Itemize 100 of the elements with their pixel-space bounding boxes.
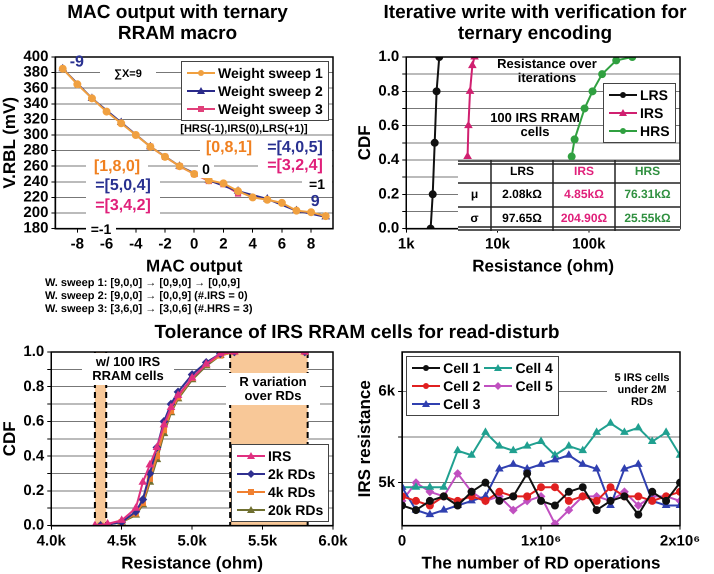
x-axis-title: The number of RD operations bbox=[422, 553, 661, 572]
x-tick-label: 0 bbox=[190, 236, 198, 253]
y-tick-label: 0.8 bbox=[378, 82, 400, 100]
x-tick-label: -8 bbox=[70, 236, 84, 253]
y-tick-label: 0.0 bbox=[23, 516, 44, 534]
y-tick-label: 240 bbox=[23, 172, 48, 190]
legend-label: LRS bbox=[640, 86, 668, 104]
y-tick-label: 280 bbox=[23, 142, 48, 159]
x-tick-label: 5.5k bbox=[248, 532, 278, 550]
legend-label: Cell 3 bbox=[443, 395, 480, 413]
legend-label: Cell 5 bbox=[515, 377, 553, 395]
annotation: LRS bbox=[509, 162, 535, 180]
annotation: μ bbox=[470, 186, 480, 204]
annotation: 100 IRS RRAM cells bbox=[489, 108, 581, 141]
annotation: σ bbox=[469, 210, 480, 228]
annotation: 4.85kΩ bbox=[563, 186, 605, 204]
legend-label: 4k RDs bbox=[268, 482, 316, 501]
annotation: 9 bbox=[310, 193, 320, 210]
x-tick-label: 4.0k bbox=[36, 532, 67, 550]
x-tick-label: 1x10⁶ bbox=[520, 532, 562, 550]
annotation: Resistance over iterations bbox=[496, 54, 598, 87]
legend-label: 2k RDs bbox=[268, 464, 316, 483]
chart-title: Tolerance of IRS RRAM cells for read-disturb bbox=[153, 322, 561, 343]
x-tick-label: 0 bbox=[398, 532, 406, 550]
y-tick-label: 360 bbox=[23, 79, 48, 96]
annotation: w/ 100 IRS RRAM cells bbox=[82, 353, 174, 385]
annotation: =[3,2,4] bbox=[258, 157, 332, 175]
annotation: =[4,0,5] bbox=[258, 139, 332, 157]
annotation: =[5,0,4] bbox=[86, 177, 160, 195]
y-tick-label: 0.4 bbox=[378, 151, 400, 168]
x-tick-label: 5.0k bbox=[178, 532, 208, 550]
legend-label: IRS bbox=[640, 104, 664, 122]
y-axis-title: CDF bbox=[0, 421, 19, 456]
annotation: [0,8,1] bbox=[200, 139, 258, 157]
legend-label: Cell 2 bbox=[443, 377, 480, 395]
legend-label: 20k RDs bbox=[268, 500, 324, 519]
annotation: ∑X=9 bbox=[100, 66, 156, 82]
x-tick-label: -6 bbox=[100, 236, 114, 253]
annotation: IRS bbox=[572, 162, 595, 180]
y-tick-label: 0.4 bbox=[23, 447, 45, 464]
x-axis-title: Resistance (ohm) bbox=[472, 256, 614, 276]
x-tick-label: 4 bbox=[248, 236, 258, 253]
annotation: 76.31kΩ bbox=[623, 186, 672, 204]
annotation: 25.55kΩ bbox=[623, 210, 672, 228]
annotation: 204.90Ω bbox=[560, 210, 608, 228]
legend-label: Weight sweep 1 bbox=[218, 64, 323, 82]
legend-label: HRS bbox=[640, 122, 670, 140]
text: W. sweep 3: [3,6,0] → [3,0,6] (#.HRS = 3) bbox=[45, 303, 254, 316]
annotation: 0 bbox=[198, 161, 214, 178]
y-tick-label: 0.2 bbox=[378, 185, 400, 202]
y-tick-label: 6k bbox=[378, 382, 396, 400]
y-tick-label: 5k bbox=[378, 474, 396, 491]
x-tick-label: 1k bbox=[398, 236, 416, 253]
chart-title: Iterative write with verification for ternary encoding bbox=[382, 2, 688, 44]
y-tick-label: 380 bbox=[23, 64, 48, 81]
y-tick-label: 0.6 bbox=[23, 412, 44, 430]
annotation: HRS bbox=[634, 162, 662, 180]
y-tick-label: 220 bbox=[23, 188, 48, 206]
y-tick-label: 200 bbox=[23, 204, 48, 222]
x-tick-label: 100k bbox=[572, 236, 606, 253]
legend-label: Cell 4 bbox=[515, 359, 553, 377]
annotation: -9 bbox=[70, 54, 84, 71]
y-tick-label: 300 bbox=[23, 126, 48, 144]
y-tick-label: 260 bbox=[23, 157, 48, 174]
annotation: 5 IRS cells under 2M RDs bbox=[607, 370, 677, 410]
annotation: [HRS(-1),IRS(0),LRS(+1)] bbox=[179, 122, 309, 137]
y-tick-label: 1.0 bbox=[378, 48, 400, 66]
chart-title: MAC output with ternary RRAM macro bbox=[66, 2, 289, 44]
x-tick-label: 4.5k bbox=[107, 532, 137, 550]
annotation: [1,8,0] bbox=[86, 158, 148, 176]
annotation: =1 bbox=[302, 176, 332, 193]
legend-label: IRS bbox=[268, 446, 292, 465]
annotation: 2.08kΩ bbox=[501, 186, 543, 204]
x-tick-label: 2 bbox=[219, 236, 228, 253]
legend-label: Weight sweep 2 bbox=[218, 82, 323, 100]
annotation: R variation over RDs bbox=[226, 373, 320, 405]
annotation: 97.65Ω bbox=[501, 210, 543, 228]
x-tick-label: 10k bbox=[484, 236, 511, 253]
text: W. sweep 1: [9,0,0] → [0,9,0] → [0,0,9] bbox=[45, 277, 242, 290]
y-tick-label: 180 bbox=[23, 220, 48, 237]
y-tick-label: 0.2 bbox=[23, 482, 44, 500]
annotation: =[3,4,2] bbox=[86, 197, 160, 215]
x-axis-title: MAC output bbox=[146, 256, 243, 276]
y-tick-label: 0.6 bbox=[378, 116, 400, 134]
y-tick-label: 0.0 bbox=[378, 220, 400, 237]
y-tick-label: 0.8 bbox=[23, 378, 44, 395]
x-tick-label: 2x10⁶ bbox=[660, 532, 700, 550]
x-tick-label: 8 bbox=[306, 236, 316, 253]
x-tick-label: 6 bbox=[278, 236, 286, 253]
text: W. sweep 2: [9,0,0] → [0,0,9] (#.IRS = 0) bbox=[45, 290, 249, 303]
y-tick-label: 1.0 bbox=[23, 343, 44, 360]
y-tick-label: 400 bbox=[23, 48, 48, 66]
legend-label: Cell 1 bbox=[443, 359, 480, 377]
y-axis-title: V.RBL (mV) bbox=[0, 96, 19, 189]
y-tick-label: 340 bbox=[23, 94, 48, 112]
x-tick-label: -2 bbox=[158, 236, 172, 253]
annotation: =-1 bbox=[86, 221, 116, 238]
y-axis-title: CDF bbox=[354, 125, 374, 160]
y-axis-title: IRS resistance bbox=[354, 380, 374, 498]
legend-label: Weight sweep 3 bbox=[218, 100, 323, 118]
